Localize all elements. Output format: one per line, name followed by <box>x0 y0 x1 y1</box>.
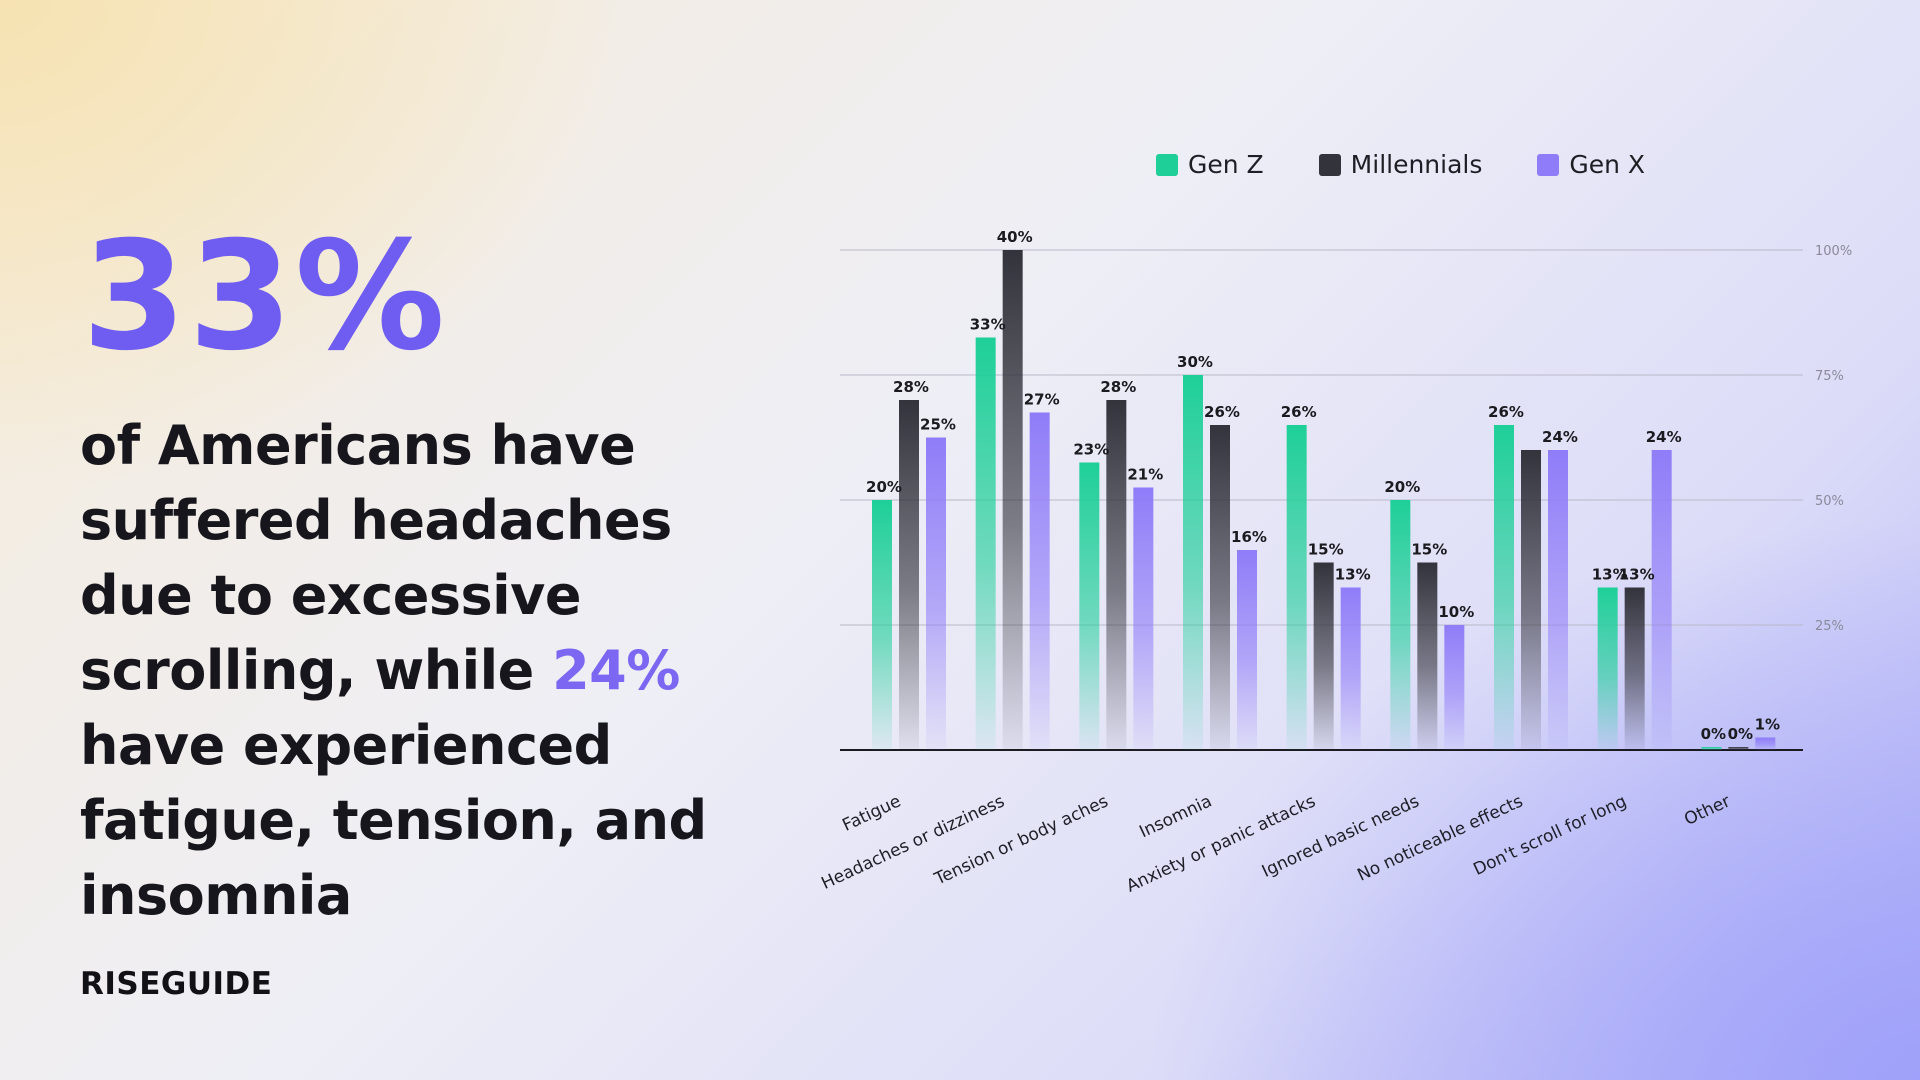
riseguide-logo: RISEGUIDE <box>80 966 273 1002</box>
bar-gen-z <box>872 500 892 750</box>
bar-layer <box>872 250 1776 750</box>
data-label: 13% <box>1619 566 1655 584</box>
legend-label-gen-x: Gen X <box>1569 150 1646 179</box>
chart-legend: Gen Z Millennials Gen X <box>1156 150 1645 179</box>
bar-gen-x <box>1133 487 1154 750</box>
bar-gen-x <box>1755 737 1776 750</box>
bar-millennials <box>1106 400 1127 750</box>
x-tick-label: Other <box>1681 791 1733 830</box>
data-label: 13% <box>1592 566 1628 584</box>
bar-gen-x <box>1340 587 1361 750</box>
bar-gen-z <box>1079 462 1100 750</box>
legend-swatch-millennials <box>1318 153 1341 176</box>
data-label: 30% <box>1177 353 1213 371</box>
data-label: 26% <box>1204 403 1240 421</box>
headline-text: of Americans have suffered headaches due… <box>80 408 760 933</box>
bar-millennials <box>899 400 919 750</box>
data-label: 23% <box>1073 441 1109 459</box>
data-label: 24% <box>1542 428 1578 446</box>
bar-millennials <box>1417 562 1438 750</box>
data-label: 28% <box>1100 378 1136 396</box>
bar-millennials <box>1002 250 1023 750</box>
y-tick-label: 75% <box>1815 369 1844 384</box>
legend-item-gen-x: Gen X <box>1537 150 1645 179</box>
headline-text-part1: of Americans have suffered headaches due… <box>80 414 672 702</box>
headline-highlight: 24% <box>552 639 680 702</box>
x-tick-label: No noticeable effects <box>1354 791 1526 885</box>
bar-gen-z <box>1390 500 1411 750</box>
data-label: 13% <box>1335 566 1371 584</box>
bar-gen-z <box>1597 587 1618 750</box>
bar-gen-z <box>1701 747 1722 750</box>
bar-gen-x <box>926 437 946 750</box>
bar-gen-z <box>1183 375 1203 750</box>
headline: 33% of Americans have suffered headaches… <box>80 222 760 933</box>
y-tick-label: 100% <box>1815 244 1852 259</box>
data-label: 15% <box>1411 541 1447 559</box>
data-label: 26% <box>1281 403 1317 421</box>
legend-item-millennials: Millennials <box>1318 150 1483 179</box>
data-label: 0% <box>1701 725 1726 743</box>
y-tick-label: 25% <box>1815 619 1844 634</box>
data-label: 1% <box>1755 716 1780 734</box>
data-label: 16% <box>1231 528 1267 546</box>
data-label: 33% <box>970 316 1006 334</box>
data-label: 27% <box>1024 391 1060 409</box>
data-label: 0% <box>1728 725 1753 743</box>
data-label: 10% <box>1438 603 1474 621</box>
x-tick-label: Insomnia <box>1136 791 1215 842</box>
x-tick-label: Headaches or dizziness <box>818 791 1007 894</box>
headline-text-part2: have experienced fatigue, tension, and i… <box>80 714 707 927</box>
data-label: 40% <box>997 228 1033 246</box>
x-tick-label: Tension or body aches <box>931 791 1112 889</box>
bar-gen-x <box>1548 450 1568 750</box>
bar-gen-x <box>1444 625 1465 750</box>
legend-item-gen-z: Gen Z <box>1156 150 1264 179</box>
bar-millennials <box>1728 747 1749 750</box>
legend-swatch-gen-z <box>1156 153 1178 176</box>
bar-gen-x <box>1237 550 1257 750</box>
bar-gen-x <box>1029 412 1050 750</box>
data-label: 28% <box>893 378 929 396</box>
x-tick-label: Anxiety or panic attacks <box>1123 791 1319 896</box>
y-tick-label: 50% <box>1815 494 1844 509</box>
bar-gen-z <box>1494 425 1514 750</box>
legend-label-millennials: Millennials <box>1350 150 1483 179</box>
legend-swatch-gen-x <box>1537 153 1560 176</box>
data-label: 25% <box>920 416 956 434</box>
data-label: 26% <box>1488 403 1524 421</box>
data-label: 20% <box>1384 478 1420 496</box>
bar-millennials <box>1624 587 1645 750</box>
bar-gen-x <box>1651 450 1672 750</box>
x-tick-label: Fatigue <box>839 791 904 835</box>
data-label: 24% <box>1646 428 1682 446</box>
bar-gen-z <box>975 337 996 750</box>
data-label: 21% <box>1127 466 1163 484</box>
legend-label-gen-z: Gen Z <box>1188 150 1264 179</box>
bar-millennials <box>1521 450 1541 750</box>
data-label: 15% <box>1308 541 1344 559</box>
headline-stat: 33% <box>82 210 448 384</box>
data-label: 20% <box>866 478 902 496</box>
bar-gen-z <box>1286 425 1307 750</box>
bar-millennials <box>1313 562 1334 750</box>
bar-millennials <box>1210 425 1230 750</box>
